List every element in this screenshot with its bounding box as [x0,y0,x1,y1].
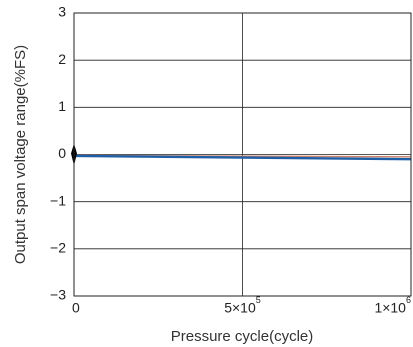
y-tick-label-0: 3 [58,4,66,20]
x-tick-label-0: 0 [72,299,80,315]
series-group [73,154,412,161]
y-tick-label-1: 2 [58,51,66,67]
y-tick-label-6: −3 [50,287,66,303]
series-line-0 [73,154,412,161]
y-tick-label-5: −2 [50,240,66,256]
y-axis-label: Output span voltage range(%FS) [12,45,29,264]
x-tick-labels: 0 5×105 1×106 [72,295,411,315]
y-tick-label-3: 0 [58,145,66,161]
y-tick-label-4: −1 [50,192,66,208]
plot-frame [73,12,412,297]
y-tick-label-2: 1 [58,98,66,114]
y-tick-labels: 3 2 1 0 −1 −2 −3 [50,4,66,303]
x-tick-label-1: 5×105 [224,295,261,315]
x-axis-label: Pressure cycle(cycle) [171,328,314,345]
x-tick-label-2: 1×106 [374,295,411,315]
